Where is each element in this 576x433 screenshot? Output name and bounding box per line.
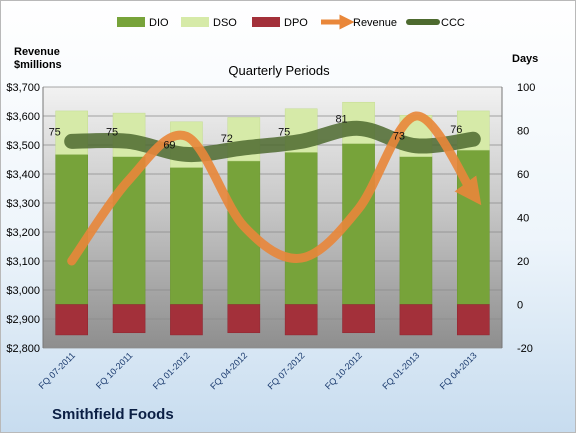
ccc-data-label: 75 bbox=[106, 126, 118, 138]
x-axis: FQ 07-2011 FQ 10-2011 FQ 01-2012 FQ 04-2012… bbox=[37, 350, 479, 391]
revenue-line bbox=[67, 111, 482, 266]
legend: DIO DSO DPO Revenue CCC bbox=[117, 14, 465, 30]
x-tick-label: FQ 10-2011 bbox=[94, 350, 135, 391]
y-right-tick-label: 80 bbox=[517, 126, 529, 138]
ccc-data-label: 69 bbox=[163, 139, 175, 151]
legend-label: DPO bbox=[284, 17, 308, 29]
bars bbox=[55, 101, 490, 336]
y-left-title-line1: Revenue bbox=[14, 46, 60, 58]
bar-dpo bbox=[170, 304, 203, 336]
y-right-title: Days bbox=[512, 53, 538, 65]
y-left-tick-label: $3,400 bbox=[6, 169, 40, 181]
bar-dpo bbox=[284, 304, 318, 336]
y-right-tick-label: -20 bbox=[517, 343, 533, 355]
y-left-tick-label: $3,500 bbox=[6, 140, 40, 152]
ccc-data-label: 75 bbox=[49, 126, 61, 138]
x-tick-label: FQ 01-2013 bbox=[380, 350, 421, 391]
x-tick-label: FQ 04-2012 bbox=[208, 350, 249, 391]
y-left-tick-label: $3,300 bbox=[6, 198, 40, 210]
y-right-tick-label: 0 bbox=[517, 300, 523, 312]
bar-dpo bbox=[399, 304, 433, 336]
x-tick-label: FQ 07-2012 bbox=[266, 350, 307, 391]
ccc-data-label: 81 bbox=[335, 113, 347, 125]
ccc-line bbox=[64, 120, 481, 163]
y-left-tick-label: $3,600 bbox=[6, 111, 40, 123]
legend-label: Revenue bbox=[353, 17, 397, 29]
legend-swatch bbox=[181, 17, 209, 27]
y-left-tick-label: $3,100 bbox=[6, 256, 40, 268]
bar-dio bbox=[399, 156, 433, 305]
ccc-data-label: 75 bbox=[278, 126, 290, 138]
bar-dpo bbox=[227, 304, 261, 334]
bar-dpo bbox=[112, 304, 146, 334]
x-tick-label: FQ 07-2011 bbox=[37, 350, 78, 391]
legend-label: CCC bbox=[441, 17, 465, 29]
ccc-data-label: 72 bbox=[221, 133, 233, 145]
legend-label: DIO bbox=[149, 17, 169, 29]
legend-swatch bbox=[117, 17, 145, 27]
legend-item-dpo: DPO bbox=[252, 17, 308, 29]
y-left-tick-label: $3,200 bbox=[6, 227, 40, 239]
y-left-tick-label: $2,800 bbox=[6, 343, 40, 355]
bar-dpo bbox=[342, 304, 375, 334]
y-left-tick-label: $2,900 bbox=[6, 314, 40, 326]
y-left-tick-label: $3,700 bbox=[6, 82, 40, 94]
x-tick-label: FQ 10-2012 bbox=[323, 350, 364, 391]
legend-swatch bbox=[252, 17, 280, 27]
y-right-tick-label: 20 bbox=[517, 256, 529, 268]
bar-dio bbox=[55, 154, 89, 305]
x-tick-label: FQ 04-2013 bbox=[438, 350, 479, 391]
y-right-tick-label: 100 bbox=[517, 82, 535, 94]
y-left-tick-label: $3,000 bbox=[6, 285, 40, 297]
bar-dio bbox=[284, 152, 318, 305]
ccc-data-label: 76 bbox=[450, 124, 462, 136]
bar-dpo bbox=[456, 304, 490, 336]
y-left-title-line2: $millions bbox=[14, 59, 62, 71]
bar-dio bbox=[170, 167, 203, 305]
y-right-tick-label: 40 bbox=[517, 213, 529, 225]
chart-subtitle: Quarterly Periods bbox=[228, 63, 330, 78]
y-right-axis: -20 0 20 40 60 80 100 bbox=[517, 82, 535, 355]
legend-item-dso: DSO bbox=[181, 17, 237, 29]
legend-item-revenue: Revenue bbox=[321, 14, 397, 30]
bar-dpo bbox=[55, 304, 89, 336]
legend-item-dio: DIO bbox=[117, 17, 169, 29]
y-right-tick-label: 60 bbox=[517, 169, 529, 181]
x-tick-label: FQ 01-2012 bbox=[151, 350, 192, 391]
ccc-data-label: 73 bbox=[393, 131, 405, 143]
y-left-axis: $2,800 $2,900 $3,000 $3,100 $3,200 $3,300 $3,4… bbox=[6, 82, 40, 355]
lines: 75 75 69 72 75 81 73 76 bbox=[49, 111, 482, 266]
legend-item-ccc: CCC bbox=[406, 17, 465, 29]
company-name: Smithfield Foods bbox=[52, 406, 174, 423]
legend-label: DSO bbox=[213, 17, 237, 29]
